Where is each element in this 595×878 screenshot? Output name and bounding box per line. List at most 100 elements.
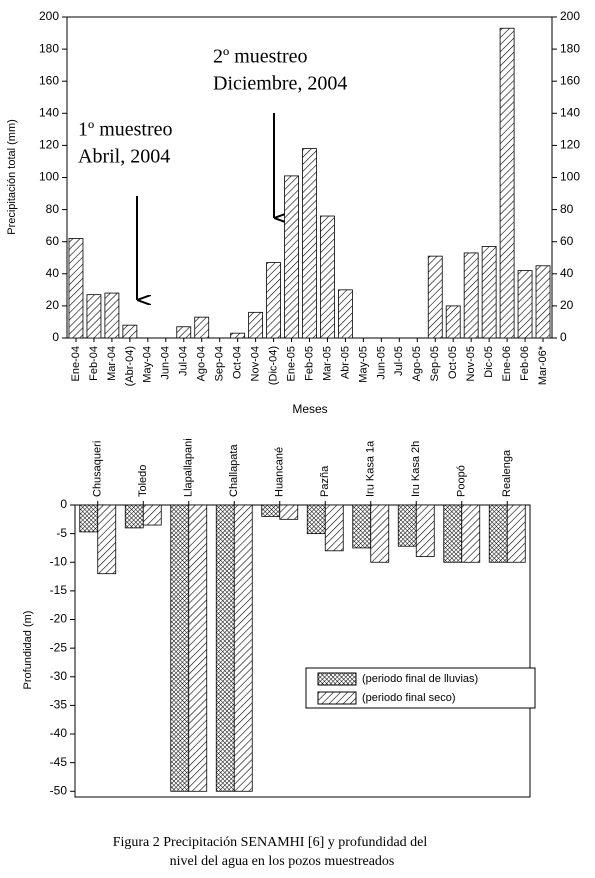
x-tick-label: Chusaqueri (92, 441, 104, 497)
y-tick-label: -25 (50, 640, 68, 654)
bar (266, 262, 281, 339)
y-tick-label: -20 (50, 612, 68, 626)
y-tick-label: -15 (50, 583, 68, 597)
bar (279, 504, 299, 520)
x-tick-label: Mar-05 (321, 346, 333, 381)
bar (427, 255, 443, 339)
annotation: Abril, 2004 (78, 146, 170, 168)
y2-tick-label: 60 (560, 234, 574, 248)
x-tick-label: Nov-04 (250, 346, 262, 381)
x-tick-label: Toledo (137, 465, 149, 497)
y-tick-label: 160 (39, 73, 59, 87)
y-tick-label: -45 (50, 755, 68, 769)
bar (230, 332, 246, 339)
bar (461, 504, 481, 563)
caption: nivel del agua en los pozos muestreados (170, 854, 395, 869)
bar (284, 175, 299, 339)
legend-swatch (317, 672, 357, 686)
x-tick-label: Ene-05 (285, 346, 297, 381)
y-tick-label: -40 (50, 726, 68, 740)
y-tick-label: 80 (46, 202, 60, 216)
x-tick-label: Mar-04 (106, 346, 118, 381)
annotation: 1º muestreo (78, 119, 173, 141)
bar (463, 252, 479, 339)
x-tick-label: Jul-04 (178, 346, 190, 376)
bar (499, 27, 515, 339)
bar (68, 238, 84, 339)
x-axis-label: Meses (292, 402, 327, 416)
bar (79, 504, 99, 533)
y-tick-label: 0 (52, 330, 59, 344)
legend-label: (periodo final de lluvias) (362, 673, 478, 685)
bar (338, 289, 353, 339)
x-tick-label: Iru Kasa 1a (365, 440, 377, 497)
y-tick-label: 60 (46, 234, 60, 248)
y-tick-label: -30 (50, 669, 68, 683)
caption: Figura 2 Precipitación SENAMHI [6] y pro… (113, 835, 428, 850)
plot-frame (74, 504, 531, 798)
bar (233, 504, 253, 792)
bar (176, 326, 192, 339)
x-tick-label: Realenga (501, 449, 513, 497)
x-tick-label: Sep-04 (214, 346, 226, 381)
y-tick-label: -10 (50, 554, 68, 568)
x-tick-label: Ene-06 (501, 346, 513, 381)
x-tick-label: May-04 (142, 346, 154, 383)
bar (397, 504, 417, 547)
bar (86, 294, 102, 339)
bar (517, 270, 533, 339)
y2-tick-label: 120 (560, 138, 580, 152)
x-tick-label: (Dic-04) (267, 346, 279, 385)
y-tick-label: 100 (39, 170, 59, 184)
bar (352, 504, 372, 549)
x-tick-label: Jun-04 (160, 346, 172, 380)
y-tick-label: 0 (60, 497, 67, 511)
x-tick-label: Pazña (319, 465, 331, 497)
x-tick-label: Jun-05 (375, 346, 387, 380)
x-tick-label: Feb-04 (88, 346, 100, 381)
bar (370, 504, 390, 563)
y-tick-label: 20 (46, 298, 60, 312)
y2-tick-label: 40 (560, 266, 574, 280)
x-tick-label: Feb-06 (519, 346, 531, 381)
legend-label: (periodo final seco) (362, 692, 456, 704)
x-tick-label: May-05 (357, 346, 369, 383)
bar (194, 316, 210, 339)
bar (97, 504, 117, 575)
bar (535, 265, 551, 339)
y-tick-label: 40 (46, 266, 60, 280)
x-tick-label: Abr-05 (339, 346, 351, 379)
y-tick-label: 120 (39, 138, 59, 152)
bar (443, 504, 463, 563)
x-tick-label: Ene-04 (70, 346, 82, 381)
bar (104, 292, 120, 339)
x-tick-label: Dic-05 (483, 346, 495, 378)
bar (302, 148, 317, 339)
bar (445, 305, 461, 339)
bar (415, 504, 435, 557)
bar (188, 504, 208, 792)
x-tick-label: Nov-05 (465, 346, 477, 381)
x-tick-label: Feb-05 (303, 346, 315, 381)
x-tick-label: Llapallapani (183, 438, 195, 497)
x-tick-label: Mar-06* (537, 345, 549, 385)
x-tick-label: Sep-05 (429, 346, 441, 381)
x-tick-label: Oct-05 (447, 346, 459, 379)
y-tick-label: 140 (39, 105, 59, 119)
y2-tick-label: 140 (560, 105, 580, 119)
y2-tick-label: 0 (560, 330, 567, 344)
bar (215, 504, 235, 792)
bar (142, 504, 162, 526)
y2-tick-label: 20 (560, 298, 574, 312)
bar (488, 504, 508, 563)
legend-swatch (317, 691, 357, 705)
y-tick-label: -50 (50, 783, 68, 797)
y-tick-label: -35 (50, 698, 68, 712)
y2-tick-label: 160 (560, 73, 580, 87)
x-tick-label: Huancané (274, 447, 286, 497)
bar (170, 504, 190, 792)
x-tick-label: Ago-04 (196, 346, 208, 381)
y-tick-label: 180 (39, 41, 59, 55)
y-axis-label: Profundidad (m) (22, 611, 34, 690)
